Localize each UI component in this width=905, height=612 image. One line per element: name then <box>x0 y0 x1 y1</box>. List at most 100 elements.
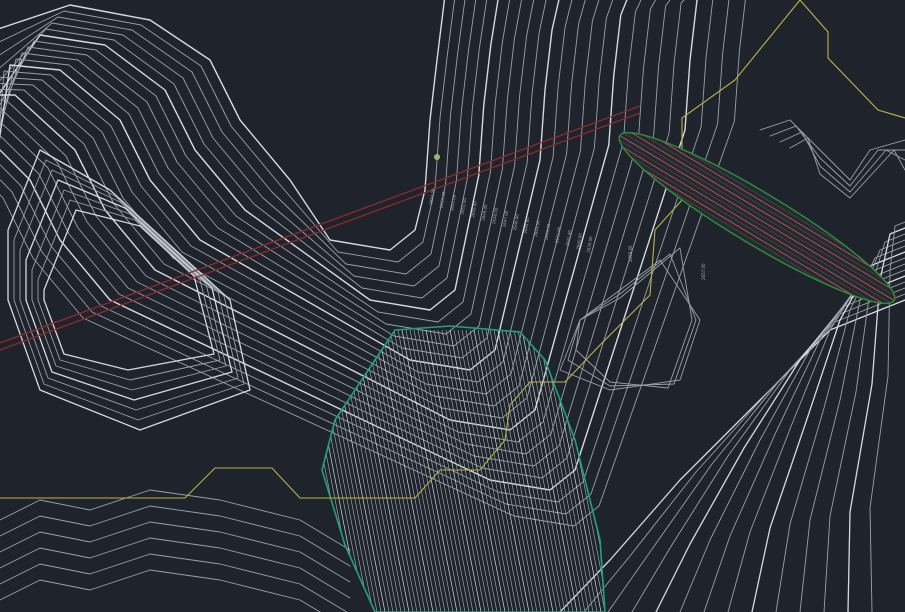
hatch-line <box>529 329 586 612</box>
contour-line <box>775 245 905 612</box>
contour-line <box>759 119 905 181</box>
berm-hatch-line <box>619 135 895 301</box>
contour-line <box>0 505 351 567</box>
hatch-line <box>521 329 578 612</box>
contour-loop <box>575 247 693 389</box>
hatch-line <box>429 329 486 612</box>
road-alignment-layer <box>0 105 641 351</box>
berm-outline <box>618 131 896 305</box>
contour-line <box>779 131 905 193</box>
contour-loop <box>31 189 227 391</box>
hatch-line <box>413 329 470 612</box>
contour-label: 2645.00 <box>523 216 531 234</box>
contour-line <box>0 553 348 612</box>
hatch-line <box>517 329 574 612</box>
contour-label: 2641.00 <box>565 229 573 247</box>
contour-line <box>0 0 714 503</box>
hatch-line <box>421 329 478 612</box>
side-labels-layer: 2658.00 2657.00 <box>628 245 706 280</box>
contour-label: 2639.00 <box>586 236 594 254</box>
hatch-line <box>381 329 438 612</box>
hatch-line <box>533 329 590 612</box>
contour-line <box>0 0 477 287</box>
hatch-line <box>465 329 522 612</box>
contour-line <box>847 227 905 612</box>
berm-hatch-line <box>621 131 897 298</box>
hatch-line <box>369 329 426 612</box>
hatch-line <box>485 329 542 612</box>
contour-line <box>0 0 511 323</box>
hatch-line <box>437 329 494 612</box>
hatch-line <box>417 329 474 612</box>
contour-label: 2657.00 <box>701 263 706 280</box>
hatch-line <box>401 329 458 612</box>
contour-line <box>631 281 905 612</box>
hatch-line <box>497 329 554 612</box>
hatch-line <box>501 329 558 612</box>
hatch-line <box>322 329 366 612</box>
boundary-polyline <box>799 0 905 119</box>
hatch-line <box>505 329 562 612</box>
berm-hatch-line <box>626 124 901 290</box>
hatch-line <box>453 329 510 612</box>
contour-line <box>789 137 905 199</box>
contour-line <box>0 537 351 599</box>
contour-loop <box>7 149 251 431</box>
hatch-line <box>365 329 422 612</box>
contour-label: 2652.00 <box>449 194 457 212</box>
contour-label: 2658.00 <box>628 245 633 262</box>
contour-line <box>869 221 905 612</box>
hatch-line <box>481 329 538 612</box>
contour-label: 2648.00 <box>491 207 499 225</box>
contour-line <box>0 0 535 347</box>
contour-label: 2653.00 <box>439 191 447 209</box>
hatch-line <box>449 329 506 612</box>
berm-hatch-line <box>623 128 899 294</box>
hatch-line <box>393 329 450 612</box>
hatch-line <box>425 329 482 612</box>
hatch-line <box>473 329 530 612</box>
hatch-line <box>461 329 518 612</box>
contour-line <box>799 239 905 612</box>
hatch-line <box>389 329 446 612</box>
contour-line <box>0 0 446 251</box>
contour-labels-layer: 2654.00 2653.00 2652.00 2651.00 2650.00 2649.… <box>428 188 593 254</box>
contour-line <box>0 0 657 455</box>
berm-hatch-line <box>615 142 891 308</box>
hatch-line <box>513 329 570 612</box>
contour-line <box>0 0 628 431</box>
hatch-line <box>385 329 442 612</box>
contour-line <box>0 0 466 275</box>
contour-label: 2644.00 <box>533 220 541 238</box>
hatch-line <box>489 329 546 612</box>
contour-loop <box>25 179 233 401</box>
contour-loop <box>13 159 245 421</box>
contour-loop <box>43 209 215 371</box>
contour-label: 2647.00 <box>502 210 510 228</box>
hatch-line <box>397 329 454 612</box>
berm-hatch-line <box>617 138 893 305</box>
hatch-line <box>525 329 582 612</box>
contour-line <box>583 293 905 612</box>
contour-label: 2650.00 <box>470 200 478 218</box>
hatch-line <box>445 329 502 612</box>
contour-line <box>0 0 730 515</box>
contour-loop <box>19 169 239 411</box>
hatch-line <box>477 329 534 612</box>
contour-label: 2646.00 <box>512 213 520 231</box>
contour-line <box>0 0 699 491</box>
contour-loop <box>567 253 697 387</box>
survey-point-marker[interactable] <box>434 154 440 160</box>
contour-line <box>0 569 321 612</box>
grading-outline <box>321 325 606 612</box>
alignment-edge <box>0 112 641 351</box>
hatch-line <box>469 329 526 612</box>
contour-line <box>0 0 547 359</box>
hatch-line <box>493 329 550 612</box>
berm-hatch-line <box>613 146 888 312</box>
hatch-line <box>377 329 434 612</box>
